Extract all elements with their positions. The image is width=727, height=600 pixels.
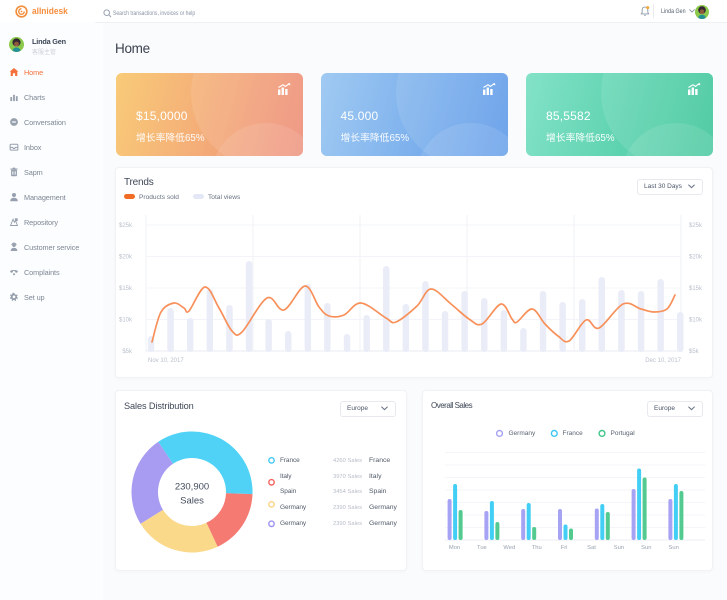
svg-text:$25k: $25k [119, 223, 133, 229]
svg-text:$5k: $5k [689, 349, 700, 355]
svg-text:$15k: $15k [689, 286, 703, 292]
svg-text:$15k: $15k [119, 286, 133, 292]
svg-text:$20k: $20k [119, 255, 133, 261]
svg-text:$5k: $5k [122, 349, 133, 355]
svg-text:$20k: $20k [689, 255, 703, 261]
svg-text:$10k: $10k [119, 318, 133, 324]
svg-text:$25k: $25k [689, 223, 703, 229]
svg-text:Dec 10, 2017: Dec 10, 2017 [645, 358, 681, 364]
svg-text:$10k: $10k [689, 318, 703, 324]
svg-text:Nov 10, 2017: Nov 10, 2017 [148, 358, 184, 364]
